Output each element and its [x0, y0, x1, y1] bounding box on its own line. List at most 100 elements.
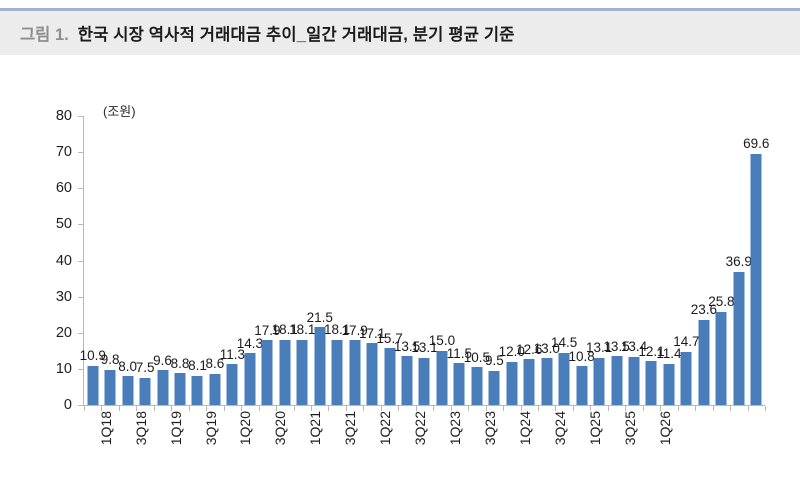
x-axis-tick: [642, 406, 644, 411]
x-axis-tick-label: 3Q21: [342, 411, 359, 446]
bar-value-label: 7.5: [135, 360, 155, 376]
page-title: 한국 시장 역사적 거래대금 추이_일간 거래대금, 분기 평균 기준: [77, 26, 515, 44]
bar-group: 12.6: [516, 116, 542, 405]
bar-group: 18.1: [289, 116, 315, 405]
bar-group: 9.5: [485, 116, 504, 405]
bar-value-label: 18.1: [324, 322, 351, 338]
bar: [314, 327, 326, 405]
bar-value-label: 13.5: [603, 338, 630, 354]
bar-group: 17.9: [342, 116, 368, 405]
bar-value-label: 11.3: [219, 346, 246, 362]
x-axis-tick: [311, 406, 312, 411]
bar-group: 17.9: [254, 116, 280, 405]
x-axis-tick: [695, 406, 697, 411]
bar-value-label: 13.1: [585, 340, 613, 356]
bar-group: 13.5: [603, 116, 630, 405]
y-axis-tick-label: 0: [63, 397, 72, 413]
y-axis-tick: [78, 116, 83, 117]
title-bar: 그림 1. 한국 시장 역사적 거래대금 추이_일간 거래대금, 분기 평균 기…: [0, 11, 800, 55]
x-axis-tick-label: 1Q23: [446, 411, 463, 446]
chart-area: (조원) 0 10 20 30 40 50 60 70 80 10.9 9.8 8.0 7.5 9.6 8…: [0, 55, 800, 487]
bar: [698, 319, 710, 405]
bar: [209, 373, 221, 405]
y-axis-tick: [78, 152, 83, 154]
x-axis-tick: [363, 406, 365, 411]
x-axis-tick-label: 1Q18: [97, 411, 114, 446]
x-axis-tick: [555, 406, 557, 411]
y-axis-tick-label: 50: [55, 216, 72, 233]
bar-group: 10.8: [569, 116, 595, 405]
bar-group: 8.8: [171, 116, 189, 405]
bar: [384, 348, 396, 405]
x-axis-tick-label: 3Q25: [621, 411, 638, 446]
bar-group: 9.8: [101, 116, 120, 405]
bar-group: 10.9: [80, 116, 106, 405]
x-axis-tick: [450, 406, 452, 411]
bar: [750, 153, 762, 405]
y-axis-tick: [78, 368, 83, 370]
x-axis-tick: [241, 406, 243, 411]
bar: [471, 367, 483, 405]
bar: [733, 271, 745, 405]
bar-group: 13.0: [534, 116, 560, 405]
y-axis-line: [83, 116, 84, 405]
bar-group: 18.1: [272, 116, 298, 405]
bar-value-label: 17.1: [358, 325, 386, 341]
bar-group: 7.5: [135, 116, 155, 405]
bar-group: 9.6: [153, 116, 172, 405]
bar-group: 13.1: [411, 116, 438, 405]
x-axis-tick-label: 1Q26: [656, 411, 673, 446]
x-axis-tick: [765, 406, 766, 411]
bar: [453, 363, 465, 405]
bar: [279, 339, 291, 405]
x-axis-tick-label: 3Q19: [202, 411, 219, 446]
bar-value-label: 23.6: [690, 302, 717, 318]
bar-value-label: 25.8: [708, 294, 735, 310]
x-axis-tick-label: 3Q23: [481, 411, 498, 446]
x-axis-tick-label: 1Q24: [516, 411, 533, 446]
x-axis-tick: [747, 406, 749, 411]
x-axis-tick: [328, 406, 330, 411]
x-axis-tick: [538, 406, 539, 411]
y-axis-tick: [78, 188, 83, 190]
y-axis-tick: [78, 224, 83, 226]
bar: [506, 361, 518, 405]
bar-value-label: 15.0: [428, 333, 456, 349]
bar-value-label: 21.5: [306, 309, 333, 325]
bar: [191, 375, 203, 405]
bar-value-label: 12.0: [498, 344, 525, 360]
bar: [611, 356, 623, 405]
bar-group: 11.4: [656, 116, 682, 405]
bar-group: 14.5: [551, 116, 577, 405]
bar-group: 17.1: [359, 116, 385, 405]
bar-value-label: 17.9: [254, 322, 281, 338]
y-axis-tick-label: 40: [55, 252, 72, 269]
bar: [174, 373, 186, 405]
bar-value-label: 8.6: [205, 356, 225, 372]
x-axis-tick: [590, 406, 592, 411]
bar-value-label: 13.5: [393, 338, 421, 354]
bar: [401, 356, 413, 405]
bar-value-label: 8.0: [118, 358, 138, 374]
bar-value-label: 15.7: [376, 330, 403, 346]
x-axis-tick: [677, 406, 679, 411]
bar-value-label: 10.5: [463, 349, 490, 365]
x-axis-tick: [660, 406, 662, 411]
y-axis-unit-label: (조원): [103, 104, 136, 119]
bar-value-label: 9.6: [153, 352, 172, 368]
x-axis-tick: [625, 406, 627, 411]
bar: [558, 352, 570, 405]
bar: [628, 356, 640, 405]
bar-group: 18.1: [324, 116, 350, 405]
bar-value-label: 11.4: [656, 346, 682, 362]
bar-value-label: 14.3: [236, 335, 263, 351]
bar-group: 13.4: [621, 116, 647, 405]
bar-value-label: 18.1: [271, 322, 298, 338]
y-axis-tick-label: 20: [55, 324, 72, 341]
bar: [104, 369, 116, 405]
title-top-rule: [0, 8, 800, 11]
bar-group: 12.1: [638, 116, 665, 405]
bar: [87, 365, 99, 405]
bar: [244, 353, 256, 405]
